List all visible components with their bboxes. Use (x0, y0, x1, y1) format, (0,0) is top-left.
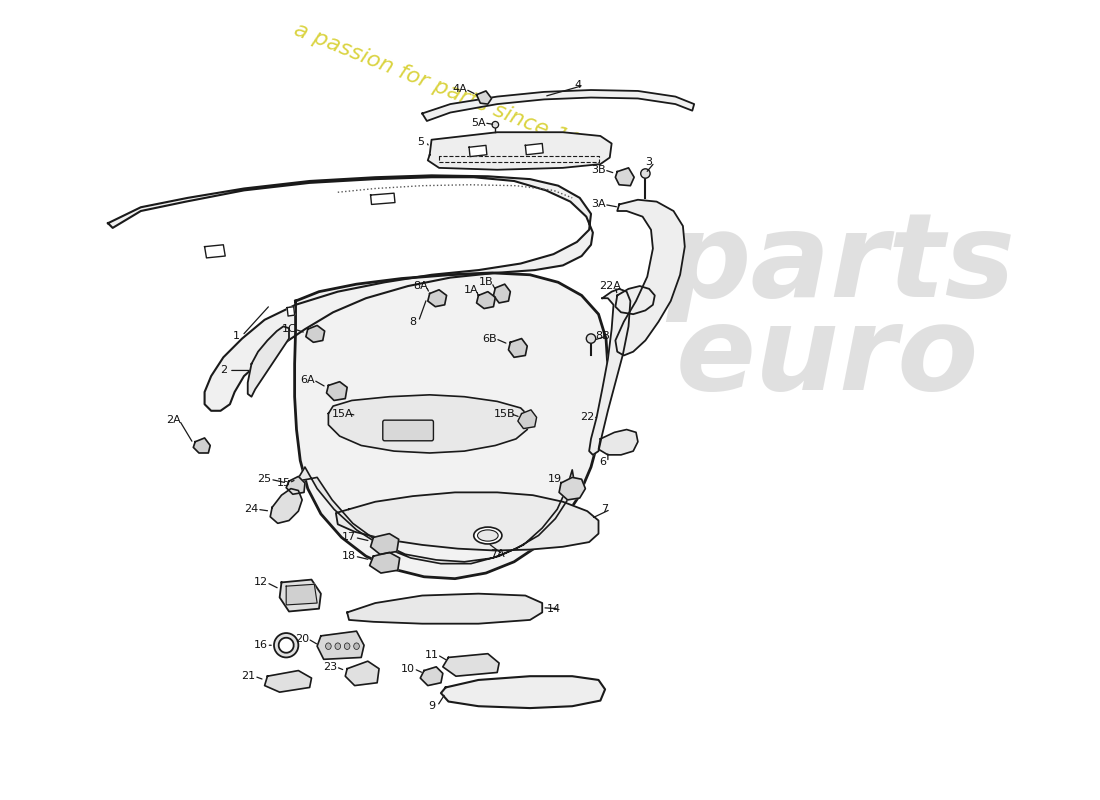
Text: 1C: 1C (282, 324, 296, 334)
Polygon shape (615, 200, 685, 355)
Ellipse shape (474, 527, 502, 544)
Text: 3B: 3B (591, 165, 606, 174)
Text: 15B: 15B (494, 409, 516, 418)
Text: 14: 14 (547, 604, 561, 614)
Text: 4: 4 (574, 80, 582, 90)
Text: parts: parts (666, 206, 1015, 322)
Ellipse shape (336, 643, 341, 650)
Polygon shape (286, 584, 317, 605)
Polygon shape (559, 478, 585, 500)
Polygon shape (271, 489, 303, 523)
Polygon shape (265, 670, 311, 692)
Ellipse shape (354, 643, 360, 650)
Text: 22: 22 (580, 412, 594, 422)
Polygon shape (370, 552, 399, 573)
Ellipse shape (344, 643, 350, 650)
Text: 2: 2 (220, 366, 227, 375)
Text: 5: 5 (417, 137, 424, 146)
Polygon shape (371, 534, 398, 554)
Polygon shape (476, 91, 492, 104)
Text: euro: euro (675, 301, 979, 415)
Text: 1A: 1A (463, 285, 478, 294)
Text: 1: 1 (233, 330, 240, 341)
Polygon shape (494, 284, 510, 303)
Polygon shape (441, 676, 605, 708)
Text: 3: 3 (646, 158, 652, 167)
Text: 12: 12 (254, 578, 268, 587)
Polygon shape (526, 143, 543, 154)
Text: 17: 17 (342, 532, 356, 542)
Polygon shape (615, 168, 634, 186)
Polygon shape (518, 410, 537, 429)
Polygon shape (508, 338, 527, 358)
Polygon shape (598, 430, 638, 455)
Polygon shape (295, 273, 608, 578)
Polygon shape (422, 90, 694, 121)
Text: 20: 20 (295, 634, 309, 644)
Text: 23: 23 (323, 662, 338, 672)
Circle shape (586, 334, 596, 343)
Polygon shape (108, 175, 593, 410)
Text: 15: 15 (276, 478, 290, 488)
Text: 6A: 6A (300, 375, 315, 385)
Text: 3A: 3A (591, 199, 606, 210)
Ellipse shape (326, 643, 331, 650)
Polygon shape (336, 492, 598, 550)
Text: 6: 6 (598, 458, 606, 467)
Polygon shape (286, 477, 305, 494)
Polygon shape (194, 438, 210, 453)
Polygon shape (329, 395, 530, 453)
Text: 8: 8 (409, 317, 417, 326)
Circle shape (492, 122, 498, 128)
Polygon shape (428, 290, 447, 306)
Text: 1B: 1B (478, 278, 493, 287)
Circle shape (640, 169, 650, 178)
Text: 11: 11 (425, 650, 439, 660)
Text: 15A: 15A (331, 409, 353, 418)
Polygon shape (590, 289, 630, 455)
Polygon shape (306, 326, 324, 342)
Polygon shape (317, 631, 364, 659)
Text: 24: 24 (244, 504, 258, 514)
Polygon shape (420, 667, 443, 686)
Polygon shape (297, 467, 574, 564)
Text: 10: 10 (402, 664, 415, 674)
Polygon shape (428, 132, 612, 170)
Polygon shape (279, 579, 321, 611)
Polygon shape (287, 306, 295, 316)
Text: a passion for parts since 1985: a passion for parts since 1985 (290, 20, 610, 164)
Text: 22A: 22A (598, 281, 620, 291)
Text: 16: 16 (254, 640, 268, 650)
Text: 5A: 5A (471, 118, 486, 128)
Text: 2A: 2A (166, 415, 182, 425)
Text: 25: 25 (257, 474, 272, 484)
Text: 7: 7 (602, 504, 608, 514)
Polygon shape (345, 661, 379, 686)
Polygon shape (476, 292, 495, 309)
Text: 9: 9 (428, 702, 436, 711)
Text: 6B: 6B (483, 334, 497, 343)
Text: 19: 19 (548, 474, 562, 484)
Polygon shape (248, 326, 289, 397)
Text: 21: 21 (242, 671, 255, 681)
Polygon shape (371, 193, 395, 205)
Polygon shape (443, 654, 499, 676)
Text: 7A: 7A (490, 550, 505, 559)
Text: 18: 18 (342, 551, 356, 561)
Polygon shape (327, 382, 348, 401)
Polygon shape (615, 286, 654, 314)
FancyBboxPatch shape (383, 420, 433, 441)
Polygon shape (348, 594, 542, 624)
Text: 4A: 4A (452, 84, 468, 94)
Polygon shape (469, 146, 487, 157)
Text: 8B: 8B (595, 330, 609, 341)
Polygon shape (205, 245, 225, 258)
Ellipse shape (477, 530, 498, 541)
Text: 8A: 8A (412, 281, 428, 291)
